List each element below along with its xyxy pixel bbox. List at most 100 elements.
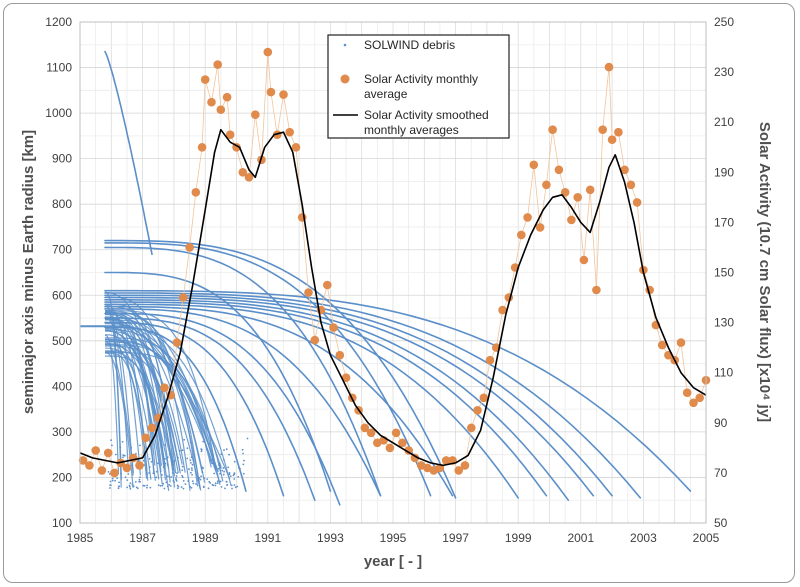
y-right-tick-label: 110	[714, 366, 733, 380]
debris-dot	[242, 463, 245, 466]
debris-dot	[207, 487, 210, 490]
debris-dot	[214, 482, 217, 485]
monthly-point	[626, 180, 636, 190]
debris-track	[105, 325, 176, 488]
legend: SOLWIND debris Solar Activity monthly ave…	[327, 34, 510, 139]
debris-dot	[129, 482, 132, 484]
debris-dot	[220, 453, 223, 456]
debris-dot	[139, 444, 141, 447]
x-tick-label: 1989	[192, 531, 219, 545]
monthly-point	[304, 288, 313, 297]
debris-dot	[123, 454, 126, 457]
debris-track	[105, 351, 224, 482]
y-right-tick-label: 70	[714, 466, 728, 480]
monthly-point	[122, 463, 132, 473]
monthly-point	[598, 125, 607, 134]
debris-dot	[198, 477, 201, 479]
debris-dot	[214, 484, 217, 487]
debris-dot	[216, 480, 219, 483]
monthly-point	[185, 243, 194, 252]
debris-dot	[111, 479, 114, 482]
debris-dot	[211, 462, 214, 465]
debris-dot	[120, 472, 122, 475]
monthly-point	[391, 428, 401, 438]
debris-dot	[134, 481, 137, 483]
debris-dot	[229, 475, 232, 477]
y-left-tick-label: 500	[52, 334, 72, 348]
monthly-point	[291, 143, 301, 152]
debris-dot	[142, 484, 145, 487]
debris-dot	[233, 484, 236, 486]
debris-dot	[146, 486, 148, 489]
monthly-point	[266, 87, 276, 97]
monthly-point	[542, 180, 551, 190]
monthly-point	[398, 438, 407, 448]
monthly-point	[607, 135, 617, 144]
monthly-point	[485, 355, 495, 365]
legend-box	[327, 34, 510, 139]
y-left-tick-label: 700	[52, 243, 72, 257]
monthly-point	[147, 423, 157, 433]
y-axis-left-label: semimajor axis minus Earth radius [km]	[20, 130, 37, 414]
y-left-tick-label: 100	[52, 516, 72, 530]
debris-dot	[224, 487, 226, 490]
debris-dot	[212, 455, 214, 458]
debris-dot	[119, 446, 122, 448]
monthly-point	[97, 466, 107, 475]
x-tick-label: 1987	[129, 531, 156, 545]
debris-dot	[117, 487, 120, 490]
debris-dot	[175, 477, 177, 479]
debris-dot	[181, 449, 184, 452]
debris-dot	[219, 480, 222, 483]
solar-smoothed-series	[79, 128, 707, 467]
debris-dot	[116, 477, 118, 479]
monthly-point	[216, 105, 226, 114]
debris-dot	[213, 472, 216, 475]
debris-dot	[230, 484, 233, 487]
debris-dot	[118, 481, 120, 484]
debris-dot	[182, 480, 185, 482]
debris-dot	[166, 485, 169, 488]
x-tick-label: 1985	[67, 531, 94, 545]
debris-dot	[121, 440, 124, 443]
monthly-point	[238, 168, 248, 177]
debris-dot	[157, 484, 160, 486]
debris-dot	[139, 476, 141, 479]
debris-dot	[166, 464, 169, 466]
monthly-point	[592, 285, 601, 295]
debris-dot	[228, 453, 231, 456]
debris-track	[104, 305, 454, 497]
debris-dot	[138, 478, 141, 481]
debris-dot	[183, 438, 186, 441]
debris-dot	[228, 473, 231, 476]
debris-dot	[131, 483, 134, 486]
debris-dot	[216, 482, 219, 484]
debris-dot	[122, 456, 124, 459]
legend-debris-marker	[343, 43, 347, 47]
debris-dot	[201, 466, 204, 469]
debris-dot	[114, 479, 116, 482]
debris-dot	[109, 480, 112, 483]
monthly-point	[695, 393, 704, 403]
debris-dot	[187, 480, 190, 482]
debris-dot	[177, 485, 180, 488]
monthly-point	[285, 127, 295, 137]
x-tick-label: 1997	[442, 531, 469, 545]
debris-dot	[178, 450, 181, 452]
debris-dot	[122, 454, 125, 457]
debris-dot	[181, 465, 184, 468]
x-tick-label: 1991	[254, 531, 281, 545]
x-tick-label: 1993	[317, 531, 344, 545]
debris-dot	[195, 483, 197, 485]
monthly-point	[197, 143, 207, 152]
debris-track	[104, 242, 432, 497]
legend-smoothed-label: Solar Activity smoothed monthly averages	[364, 108, 489, 137]
debris-dot	[191, 463, 194, 466]
debris-dot	[186, 447, 189, 450]
y-right-tick-label: 130	[714, 316, 734, 330]
debris-dot	[233, 472, 236, 475]
debris-dot	[211, 458, 214, 461]
monthly-point	[676, 338, 686, 347]
monthly-point	[573, 193, 582, 202]
debris-track	[105, 343, 148, 476]
